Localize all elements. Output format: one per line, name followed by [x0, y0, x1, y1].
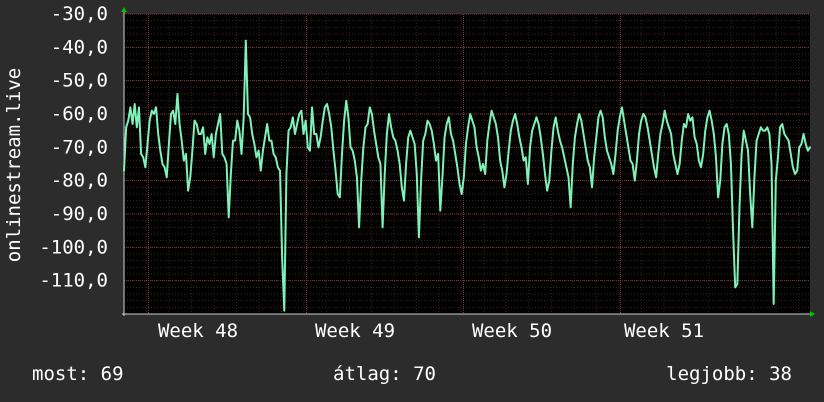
plot-area	[124, 14, 810, 314]
x-tick-label: Week 51	[624, 320, 704, 342]
y-tick-label: -60,0	[51, 103, 108, 125]
y-tick-label: -100,0	[39, 236, 108, 258]
grid-layer	[124, 13, 810, 314]
series-line	[123, 39, 811, 312]
average-value: átlag: 70	[333, 363, 436, 385]
y-tick-label: -40,0	[51, 36, 108, 58]
y-tick-label: -110,0	[39, 270, 108, 292]
y-axis-label: onlinestream.live	[3, 68, 25, 262]
best-value: legjobb: 38	[666, 363, 792, 385]
y-tick-label: -30,0	[51, 3, 108, 25]
y-axis-arrow-icon	[121, 7, 127, 12]
label-layer: -30,0 -40,0 -50,0 -60,0 -70,0 -80,0 -90,0 -100,…	[3, 3, 704, 342]
x-tick-label: Week 48	[158, 320, 238, 342]
current-value: most: 69	[32, 363, 124, 385]
x-axis-arrow-icon	[810, 311, 815, 317]
y-tick-label: -80,0	[51, 170, 108, 192]
y-tick-label: -70,0	[51, 136, 108, 158]
y-tick-label: -50,0	[51, 70, 108, 92]
x-tick-label: Week 50	[472, 320, 552, 342]
x-tick-label: Week 49	[315, 320, 395, 342]
y-tick-label: -90,0	[51, 203, 108, 225]
